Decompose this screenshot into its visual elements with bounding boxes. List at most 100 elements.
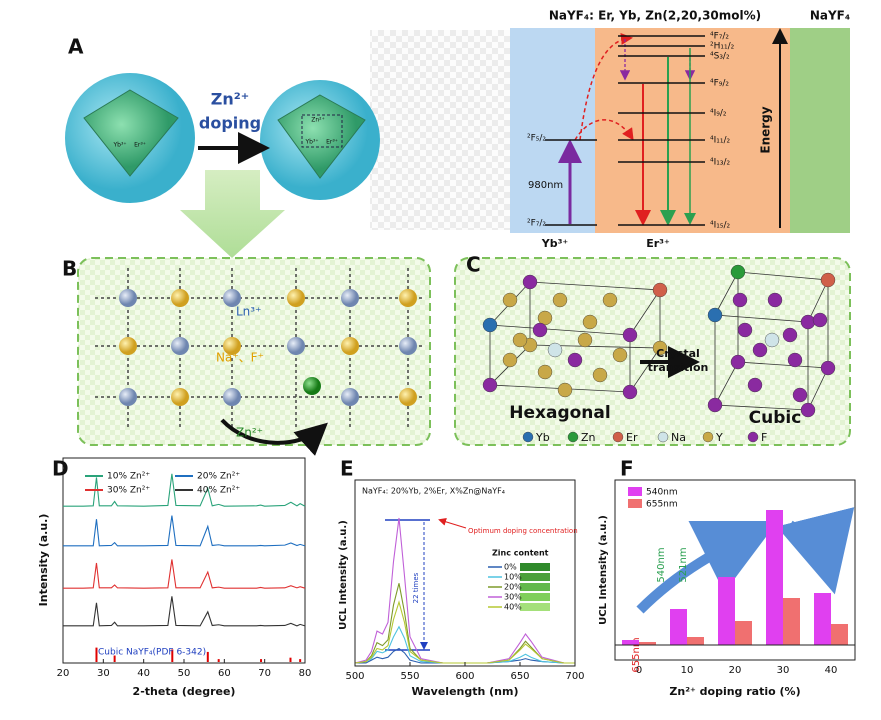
emission-label: 540nm [656, 547, 667, 582]
panel-e-art [385, 517, 550, 651]
panel-c-box [454, 257, 851, 446]
atom [752, 342, 768, 358]
legend-swatch [702, 431, 714, 443]
atom [747, 377, 763, 393]
legend-label: Y [715, 431, 723, 444]
atom [547, 342, 563, 358]
atom [764, 332, 780, 348]
atom [737, 322, 753, 338]
atom [707, 307, 723, 323]
lattice-ion [223, 337, 241, 355]
atom [602, 292, 618, 308]
legend-swatch [657, 431, 669, 443]
lattice-ion [399, 289, 417, 307]
x-tick-label: 20 [729, 665, 742, 676]
legend-swatch [747, 431, 759, 443]
legend-label: 30% Zn²⁺ [107, 486, 150, 496]
lattice-ion [287, 337, 305, 355]
atom [522, 274, 538, 290]
x-tick-label: 20 [57, 668, 70, 679]
atom [820, 360, 836, 376]
core-ion: Yb³⁺ [112, 142, 126, 149]
reference-peak [289, 657, 292, 662]
atom [767, 292, 783, 308]
legend-label: Zn [581, 431, 596, 444]
ion-label: Er³⁺ [646, 237, 670, 250]
reference-peak [260, 659, 263, 662]
legend-label: 40% Zn²⁺ [197, 486, 240, 496]
lattice-ion [119, 289, 137, 307]
x-tick-label: 600 [455, 671, 474, 682]
spectrum [354, 625, 575, 664]
lattice-ion [119, 388, 137, 406]
atom [787, 352, 803, 368]
legend-swatch [628, 499, 642, 508]
legend-label: 655nm [646, 500, 678, 510]
panel-label: C [466, 253, 481, 277]
legend-label: Yb [535, 431, 550, 444]
level-label: ⁴F₉/₂ [710, 79, 729, 89]
ion-label: Na⁺、F⁺ [216, 351, 264, 365]
atom [652, 282, 668, 298]
emission-label: 521nm [678, 547, 689, 582]
panel-f-frame [614, 479, 856, 661]
spectrum [354, 583, 575, 664]
y-axis-label: UCL Intensity (a.u.) [598, 515, 609, 625]
x-tick-label: 60 [218, 668, 231, 679]
atom [582, 314, 598, 330]
level-label: ⁴I₁₃/₂ [710, 158, 731, 168]
atom [820, 272, 836, 288]
atom [552, 292, 568, 308]
panel-label: E [340, 457, 354, 481]
level-label: ⁴I₉/₂ [710, 109, 727, 119]
legend-label: Er [626, 431, 638, 444]
legend-label: 30% [504, 593, 522, 602]
legend-label: 10% [504, 573, 522, 582]
atom [732, 292, 748, 308]
substitution-arrow [220, 418, 328, 456]
lattice-ion [223, 388, 241, 406]
legend-label: 10% Zn²⁺ [107, 472, 150, 482]
lattice-ion [399, 337, 417, 355]
panel-a-art [65, 28, 850, 258]
lattice-ion [399, 388, 417, 406]
xrd-pattern [63, 596, 306, 627]
ion-label: Yb³⁺ [541, 237, 569, 250]
x-tick-label: 40 [825, 665, 838, 676]
reference-peak [171, 649, 174, 662]
energy-axis: Energy [759, 106, 773, 153]
legend-swatch [612, 431, 624, 443]
lattice-ion [171, 388, 189, 406]
excitation-label: 980nm [528, 180, 563, 191]
x-tick-label: 550 [400, 671, 419, 682]
legend-label: 20% [504, 583, 522, 592]
lattice-ion [119, 337, 137, 355]
x-tick-label: 40 [137, 668, 150, 679]
legend-title: Zinc content [492, 549, 549, 558]
legend-label: 0% [504, 563, 517, 572]
atom [482, 377, 498, 393]
level-label: ⁴I₁₁/₂ [710, 136, 731, 146]
y-axis-label: Intensity (a.u.) [37, 514, 50, 607]
bar [687, 637, 704, 645]
diagram-title: NaYF₄: Er, Yb, Zn(2,20,30mol%) [549, 9, 761, 23]
x-tick-label: 50 [178, 668, 191, 679]
reference-peak [113, 655, 116, 662]
atom [537, 364, 553, 380]
x-tick-label: 70 [258, 668, 271, 679]
level-label: ²F₇/₂ [527, 219, 546, 229]
atom [502, 292, 518, 308]
annotation: 22 times [412, 572, 420, 603]
transition-label: transition [648, 361, 709, 374]
core-ion: Er³⁺ [134, 142, 146, 149]
x-axis-label: Zn²⁺ doping ratio (%) [669, 685, 800, 698]
x-tick-label: 10 [681, 665, 694, 676]
x-tick-label: 650 [510, 671, 529, 682]
xrd-pattern [63, 515, 306, 547]
x-axis-label: Wavelength (nm) [412, 685, 519, 698]
core-ion: Yb³⁺ [304, 139, 318, 146]
atom [482, 317, 498, 333]
shell-label: NaYF₄ [810, 9, 850, 23]
atom [567, 352, 583, 368]
